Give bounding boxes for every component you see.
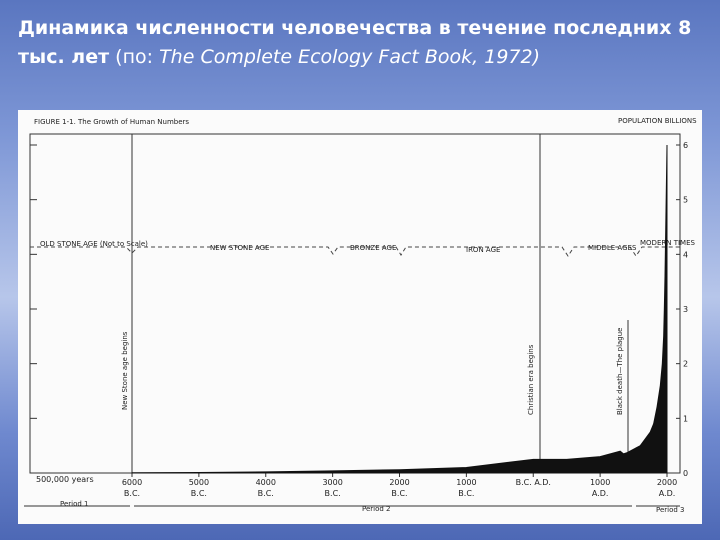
era-label: New Stone age begins — [121, 331, 129, 410]
y-tick-label: 4 — [683, 250, 688, 259]
y-tick-label: 1 — [683, 414, 688, 423]
age-label: IRON AGE — [466, 246, 500, 254]
x-tick-label: 2000 A.D. — [657, 478, 677, 498]
age-label: BRONZE AGE — [350, 244, 396, 252]
source-prefix: (по: — [115, 46, 154, 68]
population-area — [131, 144, 668, 474]
x-tick-label: 1000 B.C. — [456, 478, 476, 498]
slide-title: Динамика численности человечества в тече… — [18, 14, 708, 72]
span-label: 500,000 years — [36, 475, 94, 484]
y-tick-label: 3 — [683, 305, 688, 314]
source: The Complete Ecology Fact Book, 1972) — [159, 46, 541, 68]
x-tick-label: 4000 B.C. — [256, 478, 276, 498]
x-tick-label: 5000 B.C. — [189, 478, 209, 498]
x-tick-label: 6000 B.C. — [122, 478, 142, 498]
y-tick-label: 0 — [683, 469, 688, 478]
era-label: Christian era begins — [527, 344, 535, 415]
period-label: Period 2 — [362, 505, 391, 513]
era-label: Black death—The plague — [616, 328, 624, 416]
period-label: Period 1 — [60, 500, 89, 508]
x-tick-label: 1000 A.D. — [590, 478, 610, 498]
age-line — [30, 246, 680, 257]
x-tick-label: 3000 B.C. — [322, 478, 342, 498]
y-tick-label: 2 — [683, 360, 688, 369]
x-tick-label: B.C. A.D. — [516, 478, 551, 487]
y-tick-label: 5 — [683, 196, 688, 205]
y-tick-label: 6 — [683, 141, 688, 150]
age-label: MODERN TIMES — [640, 239, 695, 247]
period-label: Period 3 — [656, 506, 685, 514]
title-text: Динамика численности человечества в тече… — [18, 17, 692, 68]
age-label: MIDDLE AGES — [588, 244, 637, 252]
y-axis-label: POPULATION BILLIONS — [618, 117, 697, 125]
figure-title: FIGURE 1-1. The Growth of Human Numbers — [34, 118, 189, 126]
age-label: NEW STONE AGE — [210, 244, 269, 252]
x-tick-label: 2000 B.C. — [389, 478, 409, 498]
age-label: OLD STONE AGE (Not to Scale) — [40, 240, 148, 248]
